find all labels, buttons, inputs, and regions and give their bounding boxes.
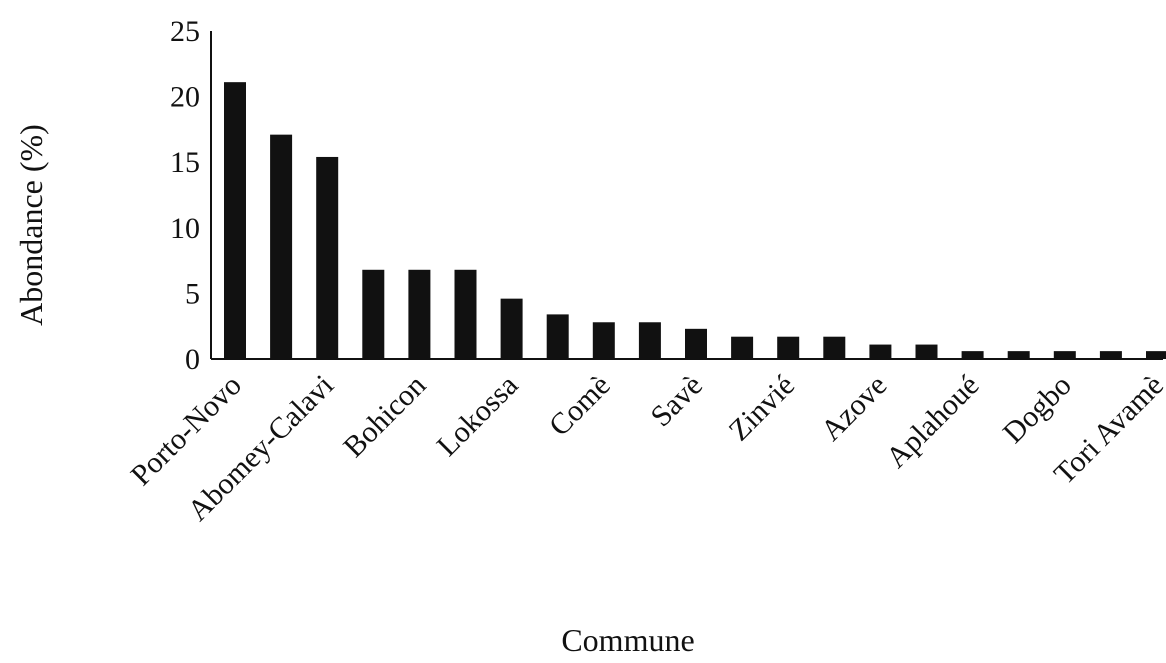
bar (915, 344, 938, 359)
x-tick-label: Lokossa (431, 369, 525, 463)
bar (685, 328, 707, 359)
x-tick-label: Bohicon (337, 369, 432, 464)
bar (823, 336, 846, 359)
y-tick-label: 15 (170, 146, 200, 179)
bar (546, 314, 569, 359)
bars (224, 82, 1166, 359)
bar (224, 82, 246, 359)
x-tick-label: Savè (644, 369, 709, 434)
bar (500, 298, 523, 359)
bar (1007, 351, 1030, 359)
bar (731, 336, 754, 359)
bar (270, 134, 293, 359)
y-tick-label: 20 (170, 81, 200, 114)
bar (362, 269, 385, 359)
y-axis-ticks: 0 5 10 15 20 25 (170, 15, 200, 376)
y-tick-label: 25 (170, 15, 200, 48)
x-tick-label: Comè (543, 369, 617, 443)
y-tick-label: 5 (185, 277, 200, 310)
y-tick-label: 0 (185, 343, 200, 376)
bar (1099, 351, 1122, 359)
y-tick-label: 10 (170, 212, 200, 245)
bar (638, 322, 661, 359)
bar (1053, 351, 1076, 359)
x-tick-label: Dogbo (997, 369, 1078, 450)
bar (454, 269, 477, 359)
y-axis-title: Abondance (%) (13, 124, 49, 326)
bar (869, 344, 892, 359)
x-tick-label: Aplahoué (880, 369, 986, 475)
x-tick-label: Azove (815, 369, 894, 448)
bar (1146, 351, 1166, 359)
bar (316, 156, 339, 359)
bar (961, 351, 984, 359)
bar (777, 336, 800, 359)
x-tick-label: Zinvié (722, 369, 801, 448)
bar (592, 322, 615, 359)
bar (408, 269, 431, 359)
x-axis-title: Commune (561, 622, 694, 658)
